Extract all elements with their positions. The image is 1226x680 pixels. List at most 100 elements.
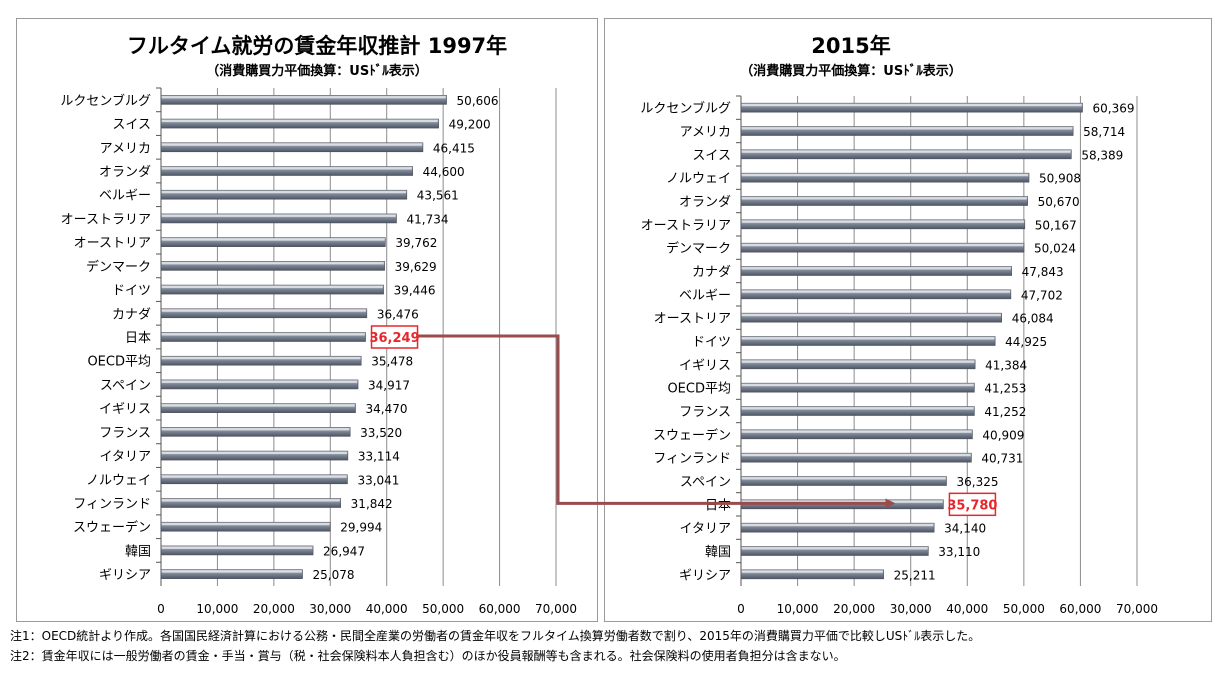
bar (740, 172, 1030, 183)
data-label: 31,842 (351, 497, 393, 511)
footnote-2: 注2：賃金年収には一般労働者の賃金・手当・賞与（税・社会保険料本人負担含む）のほ… (10, 649, 846, 663)
bar (160, 474, 348, 485)
bar (740, 149, 1072, 160)
category-label: フランス (99, 426, 151, 441)
bar-highlight (742, 314, 1001, 317)
category-label: ベルギー (99, 189, 151, 204)
bar-highlight (162, 546, 313, 549)
x-tick-label: 10,000 (196, 602, 238, 616)
x-tick-label: 40,000 (366, 602, 408, 616)
bar-highlight (742, 337, 995, 340)
bar-highlight (162, 404, 355, 407)
bar-highlight (742, 477, 946, 480)
bar (160, 261, 385, 271)
bar-chart-2015: 2015年 （消費購買力平価換算：USﾄﾞﾙ表示） 0 10,000 20,000 30,… (640, 34, 1158, 616)
bar (160, 95, 447, 105)
category-label: オランダ (679, 195, 731, 210)
bar (160, 189, 408, 200)
bar (160, 379, 359, 390)
highlight-label-box (370, 325, 419, 349)
data-label: 46,084 (1012, 312, 1054, 326)
x-tick-label: 30,000 (890, 602, 932, 616)
data-label: 47,702 (1021, 288, 1063, 302)
bar-highlight (162, 499, 340, 502)
data-label: 49,200 (449, 118, 491, 132)
data-label: 33,110 (938, 545, 980, 559)
bar (160, 332, 366, 342)
bar-highlight (742, 407, 974, 410)
bar-highlight (742, 220, 1024, 223)
data-label: 33,520 (360, 426, 402, 440)
x-tick-label: 20,000 (833, 602, 875, 616)
bar-highlight (162, 191, 406, 194)
bar (160, 118, 439, 129)
data-label: 46,415 (433, 141, 475, 155)
bar-highlight (742, 430, 972, 433)
category-label: ベルギー (679, 288, 731, 303)
x-tick-label: 50,000 (422, 602, 464, 616)
data-label: 35,478 (371, 355, 413, 369)
bar-highlight (742, 267, 1011, 270)
bar (740, 196, 1028, 206)
bar (740, 126, 1074, 136)
data-label: 41,252 (984, 405, 1026, 419)
data-label: 33,114 (358, 450, 400, 464)
category-label: オーストラリア (61, 212, 151, 227)
bar (740, 102, 1083, 113)
bar (740, 312, 1003, 323)
bar-highlight (742, 127, 1073, 130)
chart-subtitle: （消費購買力平価換算：USﾄﾞﾙ表示） (740, 63, 961, 79)
bar-highlight (162, 120, 438, 123)
category-label: 日本 (125, 331, 151, 346)
data-label: 34,470 (366, 402, 408, 416)
bar (160, 403, 356, 413)
category-label: スウェーデン (73, 520, 151, 536)
data-label: 33,041 (357, 473, 399, 487)
data-label: 58,389 (1081, 148, 1123, 162)
bar-highlight (742, 500, 943, 503)
bar-highlight (162, 357, 361, 360)
category-label: ギリシア (679, 568, 731, 583)
data-label: 50,167 (1035, 218, 1077, 232)
bar (740, 289, 1012, 300)
bar-highlight (742, 384, 974, 387)
chart-panel-2015: 2015年 （消費購買力平価換算：USﾄﾞﾙ表示） 0 10,000 20,000 30,… (604, 18, 1212, 622)
data-label: 34,140 (944, 522, 986, 536)
category-label: イギリス (99, 402, 151, 417)
category-label: ドイツ (112, 284, 151, 299)
x-tick-label: 30,000 (309, 602, 351, 616)
category-label: オーストリア (74, 236, 151, 251)
data-label: 44,600 (423, 165, 465, 179)
chart-title: 2015年 (811, 34, 890, 58)
category-label: フランス (679, 405, 731, 420)
data-label: 39,446 (394, 284, 436, 298)
category-label: カナダ (692, 265, 731, 280)
data-label: 39,762 (395, 236, 437, 250)
data-label: 25,211 (894, 568, 936, 582)
category-label: OECD平均 (87, 355, 151, 370)
bar (160, 498, 341, 508)
bar-highlight (742, 570, 883, 573)
bar (160, 308, 368, 319)
data-label: 39,629 (395, 260, 437, 274)
bar-highlight (162, 96, 446, 99)
category-label: スペイン (680, 475, 731, 490)
x-tick-label: 50,000 (1003, 602, 1045, 616)
bar-highlight (162, 380, 358, 383)
bar (160, 545, 314, 556)
data-label: 26,947 (323, 544, 365, 558)
bar (160, 142, 424, 153)
data-label: 60,369 (1093, 102, 1135, 116)
bar-highlight (162, 167, 412, 170)
x-tick-label: 60,000 (1059, 602, 1101, 616)
bar-highlight (162, 475, 347, 478)
category-label: ルクセンブルグ (60, 93, 151, 109)
data-label: 50,908 (1039, 172, 1081, 186)
bar-highlight (742, 290, 1010, 293)
data-label: 25,078 (313, 568, 355, 582)
bar (740, 266, 1012, 276)
data-label: 50,670 (1038, 195, 1080, 209)
x-tick-label: 40,000 (946, 602, 988, 616)
data-label: 41,734 (406, 212, 448, 226)
bar (740, 242, 1025, 253)
